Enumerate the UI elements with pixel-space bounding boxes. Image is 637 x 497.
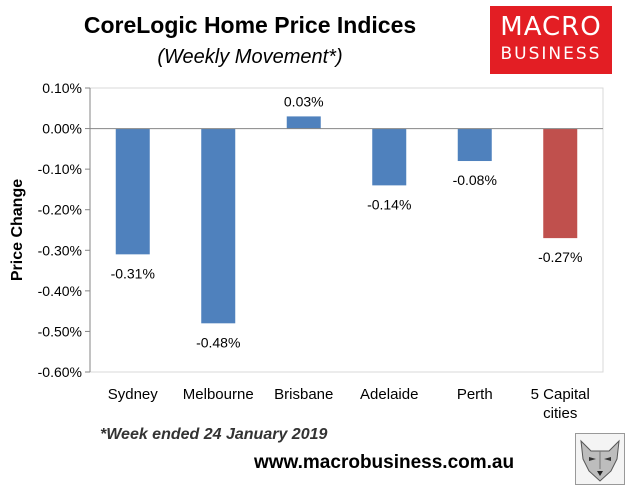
logo-line-1: MACRO (500, 12, 602, 42)
y-tick-label: 0.00% (42, 121, 82, 137)
y-tick-label: -0.40% (38, 283, 82, 299)
data-label: -0.48% (196, 334, 240, 350)
y-tick-label: -0.30% (38, 242, 82, 258)
x-tick-label: 5 Capital cities (531, 386, 590, 422)
chart-subtitle: (Weekly Movement*) (157, 46, 343, 68)
data-label: -0.31% (111, 265, 155, 281)
x-tick-label: Adelaide (360, 386, 418, 403)
data-label: 0.03% (284, 93, 324, 109)
bar (201, 128, 236, 324)
y-tick-label: -0.10% (38, 161, 82, 177)
chart-title: CoreLogic Home Price Indices (83, 12, 417, 38)
wolf-icon (575, 433, 625, 485)
data-label: -0.14% (367, 196, 411, 212)
y-tick-label: -0.60% (38, 364, 82, 380)
y-tick-label: 0.10% (42, 80, 82, 96)
logo-line-2: BUSINESS (500, 44, 602, 64)
y-tick-label: -0.20% (38, 202, 82, 218)
bar (543, 128, 578, 239)
plot-area (89, 87, 604, 373)
x-tick-label: Perth (457, 386, 493, 403)
x-tick-label: Sydney (108, 386, 159, 403)
website-url[interactable]: www.macrobusiness.com.au (254, 452, 515, 473)
data-label: -0.27% (538, 249, 582, 265)
bar (372, 128, 407, 186)
footnote: *Week ended 24 January 2019 (100, 426, 328, 443)
bar (457, 128, 492, 162)
bar (115, 128, 150, 255)
macrobusiness-logo: MACRO BUSINESS (490, 6, 612, 74)
y-axis-title: Price Change (9, 179, 26, 281)
x-tick-label: Brisbane (274, 386, 333, 403)
bar (286, 116, 321, 129)
y-tick-label: -0.50% (38, 323, 82, 339)
x-tick-label: Melbourne (183, 386, 254, 403)
data-label: -0.08% (453, 172, 497, 188)
